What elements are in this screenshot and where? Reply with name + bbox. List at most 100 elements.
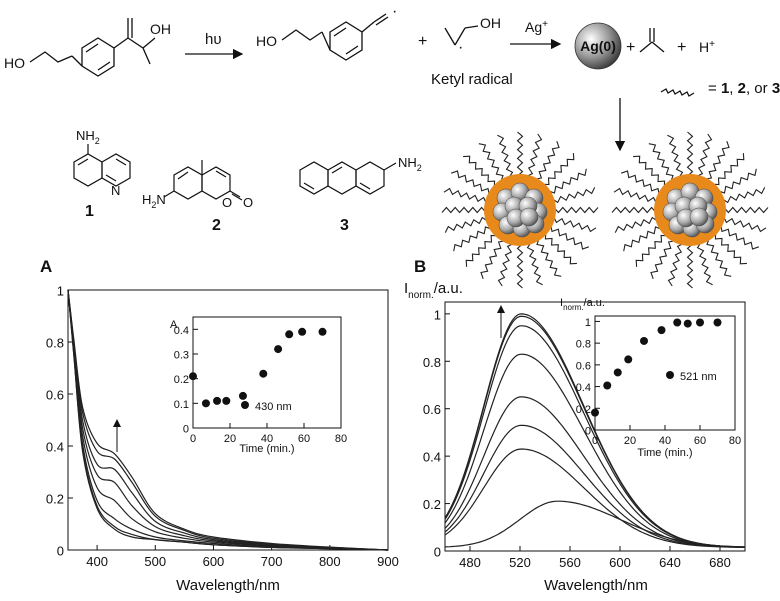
panel-a-letter: A bbox=[40, 257, 52, 276]
scheme-text: OH HO hυ HO · + OH · Ketyl radical Ag+ A… bbox=[4, 3, 780, 97]
reaction-scheme bbox=[29, 13, 695, 152]
ligand-chain bbox=[551, 187, 596, 204]
panel-b-xtick-label: 480 bbox=[459, 555, 481, 570]
structure-labels: NH2 N 1 H2N O O 2 NH2 3 bbox=[76, 128, 422, 234]
panel-a-inset-point bbox=[259, 369, 268, 378]
panel-a-ytick-label: 0.8 bbox=[46, 336, 64, 351]
panel-a-inset-xtick-label: 60 bbox=[298, 433, 310, 445]
panel-a-inset-ytick-label: 0.3 bbox=[174, 350, 189, 362]
ketyl-dot: · bbox=[458, 39, 463, 56]
panel-a-inset-point bbox=[298, 327, 307, 336]
panel-b: B Inorm./a.u. 480 520 560 600 640 68000.20.40… bbox=[404, 257, 746, 594]
panel-b-inset-point bbox=[603, 381, 612, 390]
ligand-chain bbox=[704, 141, 730, 180]
panel-a-inset-point bbox=[318, 327, 327, 336]
panel-b-inset-xtick-label: 40 bbox=[659, 435, 671, 447]
panel-a-inset-point bbox=[222, 396, 231, 405]
panel-b-ytick-label: 0.8 bbox=[423, 355, 441, 370]
ag0-label: Ag(0) bbox=[580, 38, 616, 54]
panel-b-xtick-label: 600 bbox=[609, 555, 631, 570]
panel-b-inset-axes: 0 20 40 60 80 0 0.2 0.4 0.6 0.8 1 bbox=[576, 317, 741, 447]
panel-b-xlabel: Wavelength/nm bbox=[544, 577, 648, 594]
ligand-chain bbox=[635, 234, 668, 267]
ligand-chain bbox=[614, 216, 659, 233]
panel-b-spectrum-line bbox=[444, 396, 745, 548]
panel-a-inset-xtick-label: 20 bbox=[224, 433, 236, 445]
ligand-list: = 1, 2, or 3 bbox=[708, 80, 780, 97]
ligand-chain bbox=[443, 187, 487, 204]
reagent-oh: OH bbox=[150, 21, 171, 37]
panel-a-inset-point bbox=[189, 372, 197, 381]
ligand-chain bbox=[686, 131, 694, 177]
reagent-ho: HO bbox=[4, 55, 25, 71]
s2-number: 2 bbox=[212, 217, 221, 234]
panel-a-inset-point bbox=[285, 330, 294, 339]
panel-b-spectrum-line bbox=[444, 313, 746, 548]
panel-b-inset-point bbox=[683, 319, 692, 328]
panel-b-inset-legend-marker bbox=[666, 371, 674, 379]
ligand-chain bbox=[548, 168, 587, 194]
panel-a-inset-ylabel: A bbox=[170, 319, 178, 331]
panel-a-inset-xtick-label: 0 bbox=[190, 433, 196, 445]
structure-1 bbox=[73, 144, 131, 187]
ligand-chain bbox=[706, 238, 732, 277]
ligand-chain bbox=[441, 206, 487, 214]
panel-b-inset-ytick-label: 0 bbox=[585, 426, 591, 438]
ligand-wiggle-icon bbox=[660, 88, 695, 97]
panel-b-ytick-label: 0.6 bbox=[423, 402, 441, 417]
panel-b-xtick-label: 680 bbox=[709, 555, 731, 570]
panel-b-inset-ylabel: Inorm./a.u. bbox=[560, 297, 605, 312]
plus-3: + bbox=[677, 39, 686, 56]
panel-b-ytick-label: 0 bbox=[434, 545, 441, 560]
ligand-chain bbox=[478, 143, 504, 182]
panel-b-spectrum-line bbox=[444, 500, 745, 548]
panel-b-inset-ytick-label: 0.4 bbox=[576, 382, 591, 394]
panel-b-xtick-label: 520 bbox=[509, 555, 531, 570]
structure-2 bbox=[163, 160, 243, 201]
panel-b-letter: B bbox=[414, 257, 426, 276]
ligand-chain bbox=[497, 134, 514, 179]
panel-b-ytick-label: 0.4 bbox=[423, 450, 441, 465]
ligand-chain bbox=[621, 170, 660, 196]
ligand-chain bbox=[667, 243, 684, 287]
panel-b-inset-point bbox=[624, 355, 633, 364]
panel-a-xtick-label: 500 bbox=[144, 554, 166, 569]
panel-b-inset-xtick-label: 80 bbox=[729, 435, 741, 447]
panel-a-inset-axes: 0 20 40 60 80 0 0.1 0.2 0.3 0.4 bbox=[174, 325, 347, 445]
s2-carbonyl-o: O bbox=[243, 195, 253, 210]
ligand-chain bbox=[696, 241, 713, 286]
panel-b-frame bbox=[444, 301, 746, 552]
plus-2: + bbox=[626, 39, 635, 56]
structure-3 bbox=[299, 161, 397, 195]
ligand-chain bbox=[613, 187, 657, 204]
panel-b-inset-xlabel: Time (min.) bbox=[637, 447, 692, 459]
panel-b-inset-point bbox=[673, 318, 682, 327]
silver-atom-icon bbox=[519, 207, 539, 227]
panel-a-inset-point bbox=[274, 345, 283, 354]
ketyl-radical-structure bbox=[444, 25, 479, 46]
panel-b-inset-xtick-label: 60 bbox=[694, 435, 706, 447]
silver-nanoparticle-icon bbox=[574, 22, 622, 70]
panel-b-spectra bbox=[444, 313, 746, 548]
panel-a-inset-xlabel: Time (min.) bbox=[239, 443, 294, 455]
ligand-chain bbox=[542, 153, 575, 186]
ligand-chain bbox=[526, 241, 543, 286]
coated-nanoparticle-2 bbox=[611, 131, 769, 289]
ligand-chain bbox=[712, 153, 745, 186]
plus-1: + bbox=[418, 33, 427, 50]
panel-a-xtick-label: 600 bbox=[203, 554, 225, 569]
panel-a-inset-ytick-label: 0.1 bbox=[174, 399, 189, 411]
panel-b-inset-legend: 521 nm bbox=[680, 371, 717, 383]
ligand-chain bbox=[516, 243, 524, 289]
ligand-chain bbox=[723, 206, 769, 214]
panel-a-inset-xtick-label: 40 bbox=[261, 433, 273, 445]
panel-b-xtick-label: 560 bbox=[559, 555, 581, 570]
s2-ring-o: O bbox=[222, 195, 232, 210]
panel-a-spectra bbox=[67, 289, 389, 551]
ligand-chain bbox=[534, 141, 560, 180]
panel-b-inset-frame bbox=[594, 315, 736, 431]
s1-amine: NH2 bbox=[76, 128, 100, 146]
